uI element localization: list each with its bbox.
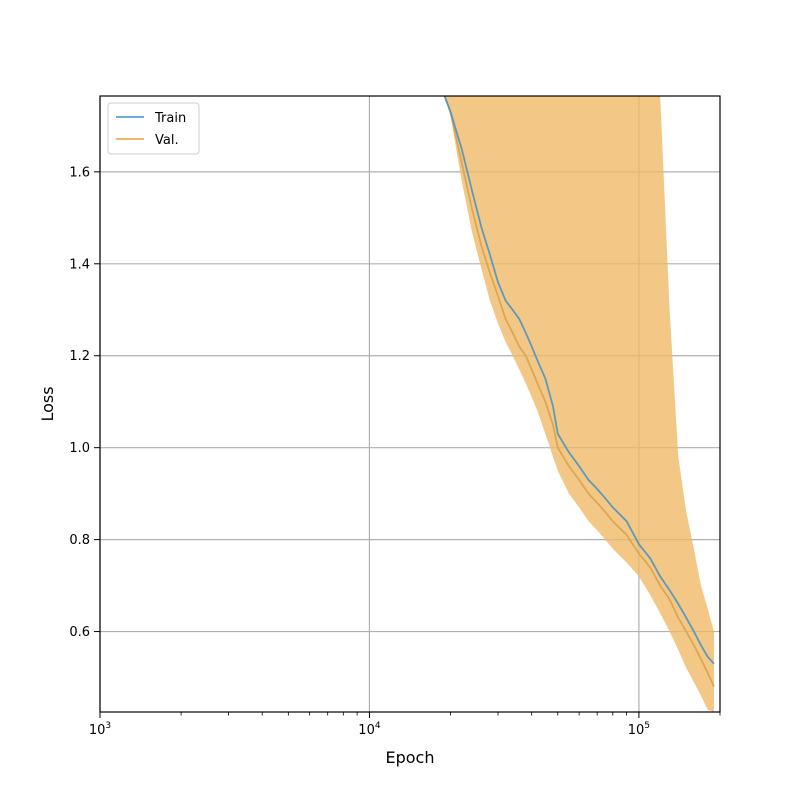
train-line [443,96,715,665]
y-tick-label: 1.4 [69,257,90,272]
y-axis-label: Loss [38,386,57,421]
legend: Train Val. [107,102,200,155]
legend-box [107,102,200,155]
plot-frame [99,95,721,713]
x-tick-label: 104 [358,721,381,738]
x-tick-label: 105 [628,721,650,738]
y-tick-label: 0.8 [69,533,90,548]
y-tick-label: 1.0 [69,441,90,456]
legend-label: Val. [155,133,179,148]
val-line [443,96,715,688]
val-spread-band [444,96,714,712]
y-tick-label: 1.2 [69,349,90,364]
x-tick-label: 103 [89,721,111,738]
y-tick-label: 1.6 [69,165,90,180]
y-tick-label: 0.6 [69,625,90,640]
legend-label: Train [154,111,186,126]
ticks: 103 104 105 0.6 0.8 1.0 1.2 1.4 1.6 [69,165,721,738]
series-layer [443,96,715,712]
x-axis-label: Epoch [386,748,435,767]
